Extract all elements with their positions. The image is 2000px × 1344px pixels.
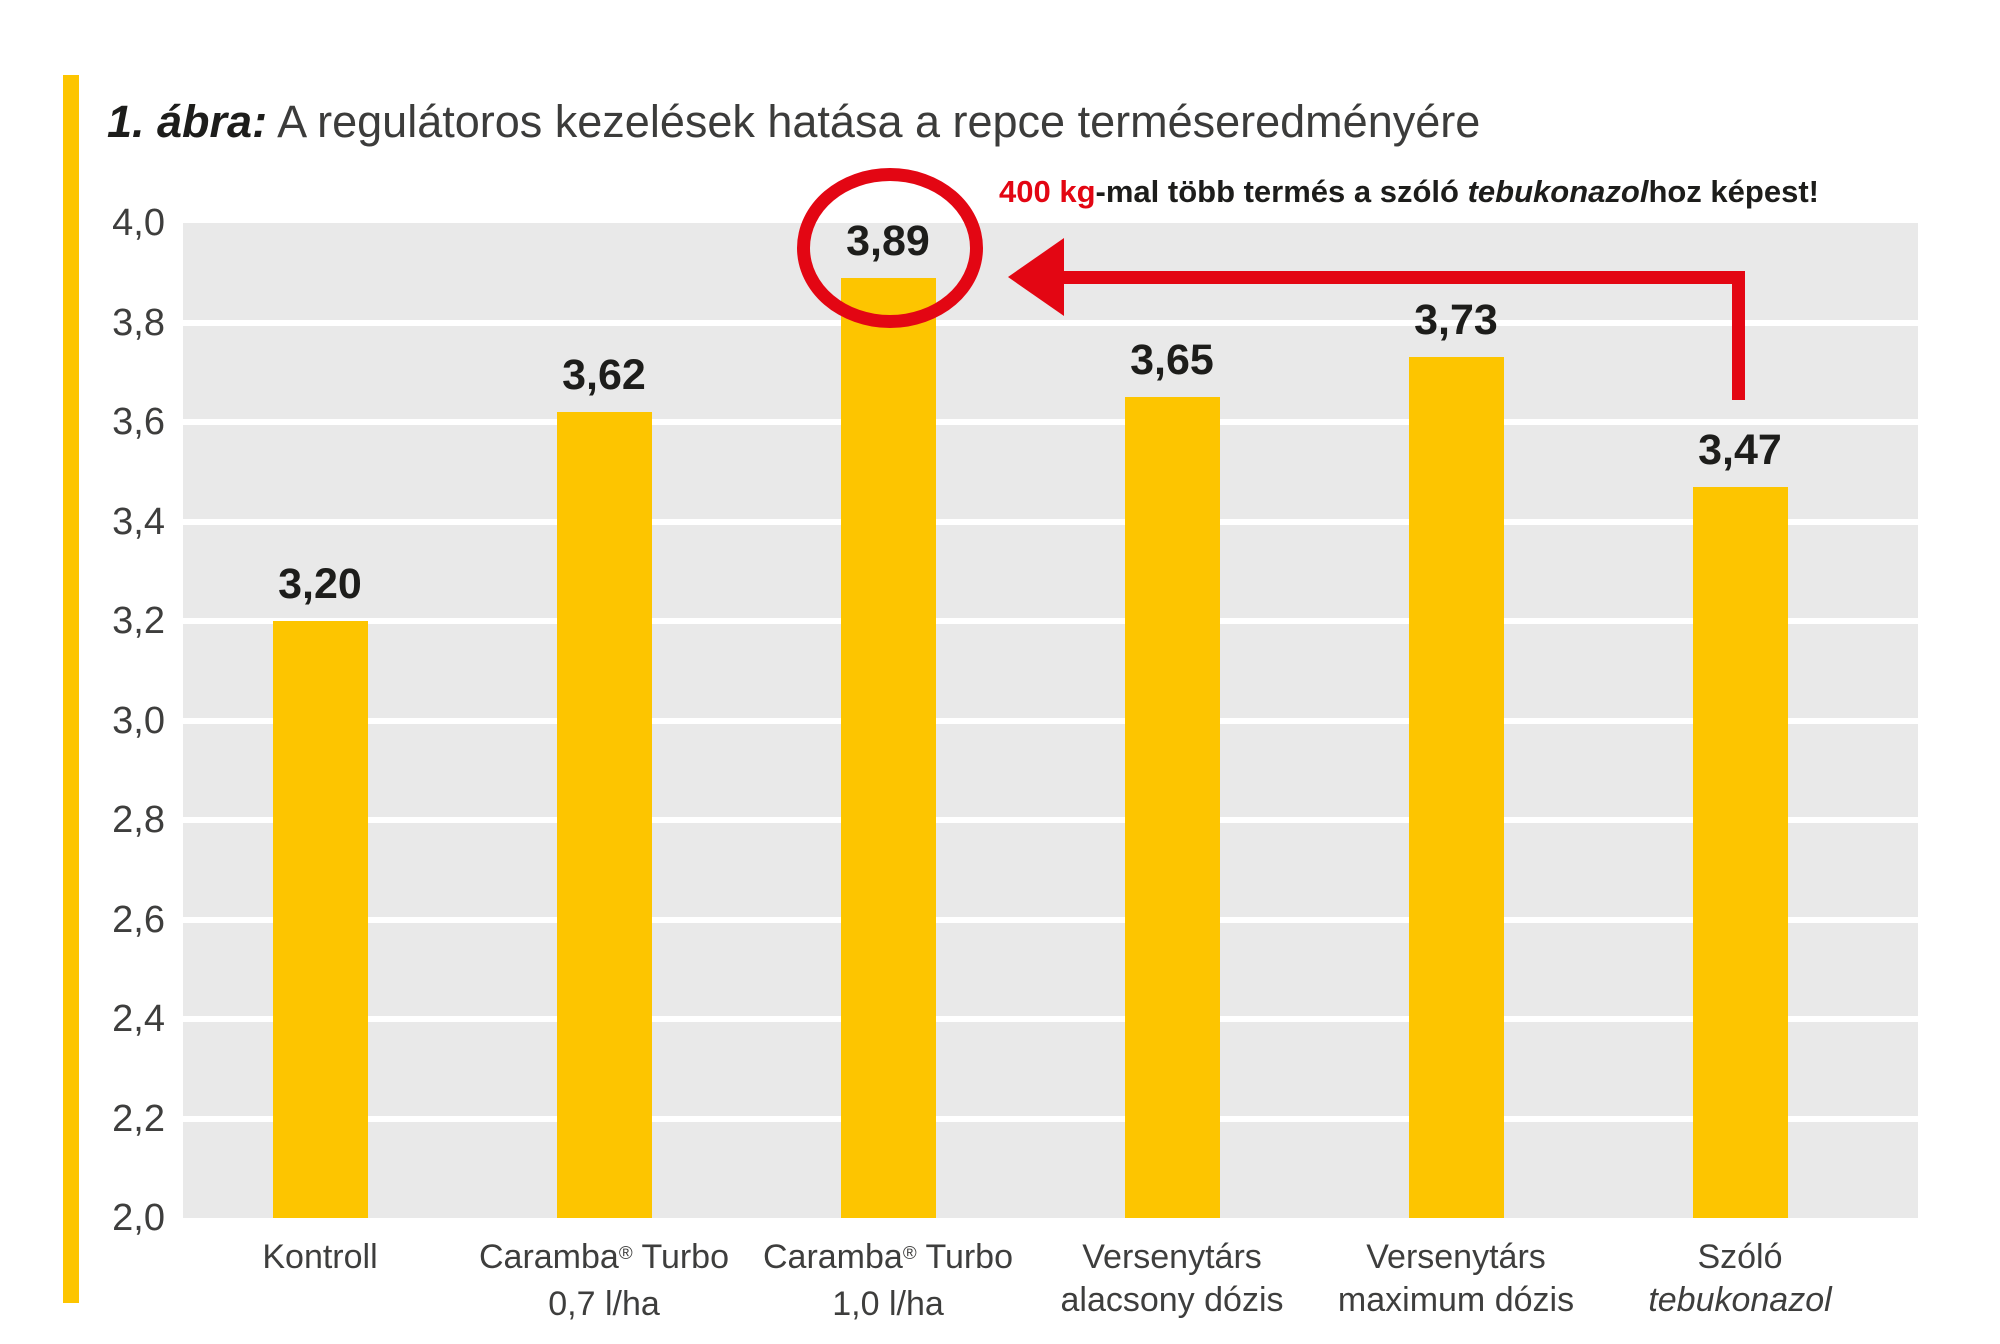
chart-title-text: A regulátoros kezelések hatása a repce t… <box>267 96 1481 147</box>
highlight-circle <box>797 168 983 328</box>
annotation-arrow-shaft <box>1058 271 1745 284</box>
annotation-arrow-elbow <box>1732 271 1745 400</box>
y-axis-tick-label: 2,2 <box>112 1097 165 1140</box>
gridline <box>183 916 1918 923</box>
x-axis-label-line1: Caramba® Turbo <box>762 1238 1013 1276</box>
gridline <box>183 717 1918 724</box>
bar <box>556 412 652 1218</box>
y-axis-tick-label: 2,0 <box>112 1197 165 1239</box>
gridline <box>183 518 1918 525</box>
bar <box>1692 486 1788 1218</box>
bar-value-label: 3,47 <box>1698 425 1782 474</box>
annotation-italic: tebukonazol <box>1467 174 1649 209</box>
chart-title-prefix: 1. ábra: <box>107 96 268 147</box>
bar <box>272 621 368 1218</box>
bar-value-label: 3,73 <box>1414 296 1498 345</box>
bar <box>1124 397 1220 1218</box>
bar-value-label: 3,62 <box>562 351 646 400</box>
y-axis-tick-label: 2,4 <box>112 998 165 1040</box>
y-axis-tick-label: 3,4 <box>112 500 165 543</box>
registered-trademark-symbol: ® <box>902 1241 917 1263</box>
annotation-suffix: hoz képest! <box>1648 174 1819 209</box>
x-axis-label: Versenytárs maximum dózis <box>1291 1236 1621 1322</box>
gridline <box>183 419 1918 425</box>
bar-value-label: 3,65 <box>1130 336 1214 385</box>
annotation-highlight: 400 kg <box>999 174 1096 209</box>
y-axis-tick-label: 2,6 <box>112 898 165 941</box>
x-axis-label-line2: 1,0 l/ha <box>832 1285 944 1323</box>
bar-value-label: 3,20 <box>278 560 362 608</box>
annotation-mid: -mal több termés a szóló <box>1095 174 1468 209</box>
x-axis-label: Caramba® Turbo 0,7 l/ha <box>439 1236 769 1326</box>
gridline <box>183 618 1918 624</box>
x-axis-label-line1: Kontroll <box>262 1238 378 1276</box>
plot-area <box>183 223 1918 1218</box>
x-axis-label: Versenytárs alacsony dózis <box>1007 1236 1337 1322</box>
accent-stripe <box>63 75 79 1303</box>
x-axis-label-line2: 0,7 l/ha <box>548 1285 660 1323</box>
x-axis-label: Kontroll <box>155 1236 485 1279</box>
y-axis-tick-label: 3,0 <box>112 699 165 742</box>
gridline <box>183 319 1918 326</box>
x-axis-label-line2: maximum dózis <box>1337 1281 1575 1319</box>
x-axis-label-line1: Versenytárs <box>1366 1238 1546 1276</box>
registered-trademark-symbol: ® <box>618 1241 633 1263</box>
gridline <box>183 817 1918 823</box>
x-axis-label: Caramba® Turbo 1,0 l/ha <box>723 1236 1053 1326</box>
annotation-arrow-head-icon <box>1008 238 1064 316</box>
y-axis-tick-label: 3,2 <box>112 600 165 642</box>
y-axis-tick-label: 3,8 <box>112 301 165 344</box>
x-axis-label-line1: Caramba® Turbo <box>478 1238 729 1276</box>
y-axis-tick-label: 2,8 <box>112 799 165 841</box>
chart-title: 1. ábra: A regulátoros kezelések hatása … <box>107 96 1480 148</box>
annotation-text: 400 kg-mal több termés a szóló tebukonaz… <box>999 174 1819 210</box>
bar <box>840 277 936 1218</box>
bar <box>1408 357 1504 1218</box>
gridline <box>183 1016 1918 1022</box>
x-axis-label-line1: Versenytárs <box>1082 1238 1262 1276</box>
x-axis-label: Szóló tebukonazol <box>1575 1236 1905 1322</box>
y-axis-tick-label: 4,0 <box>112 202 165 244</box>
gridline <box>183 1115 1918 1122</box>
x-axis-label-line1: Szóló <box>1697 1238 1783 1276</box>
x-axis-label-line2: tebukonazol <box>1648 1281 1832 1319</box>
x-axis-label-line2: alacsony dózis <box>1060 1281 1284 1319</box>
y-axis-tick-label: 3,6 <box>112 401 165 443</box>
